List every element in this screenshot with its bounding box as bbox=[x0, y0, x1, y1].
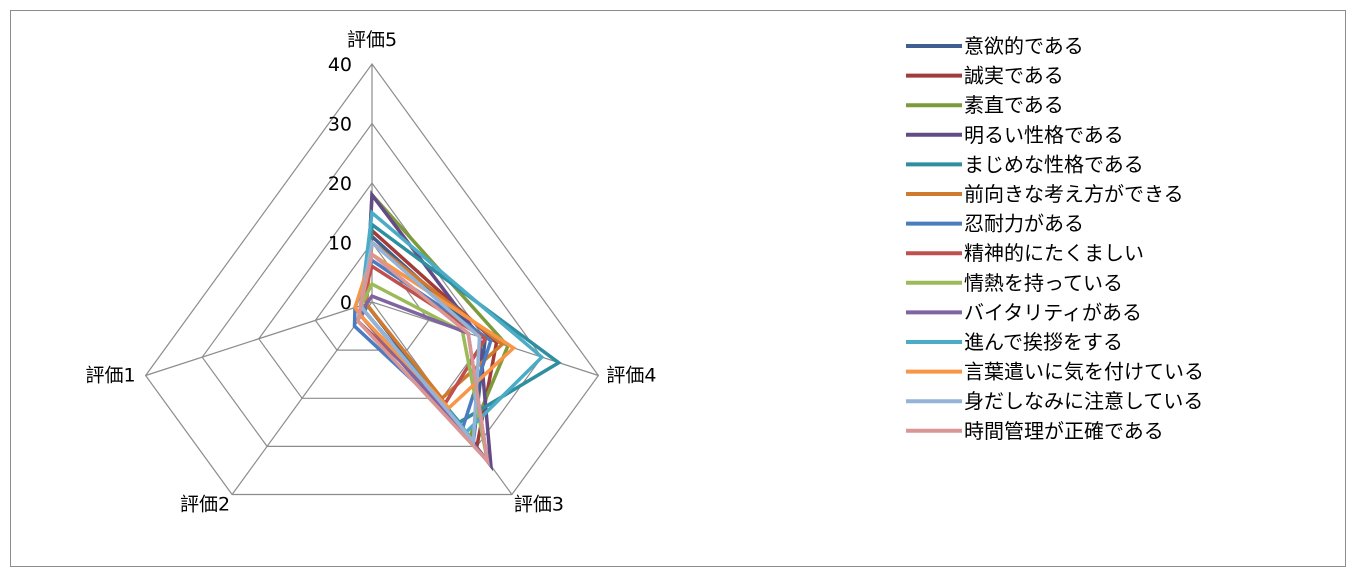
legend-label: 素直である bbox=[964, 93, 1064, 117]
legend: 意欲的である誠実である素直である明るい性格であるまじめな性格である前向きな考え方… bbox=[906, 34, 1204, 443]
legend-item-13: 身だしなみに注意している bbox=[906, 389, 1203, 413]
tick-label-10: 10 bbox=[328, 233, 352, 255]
grid-ring-20 bbox=[258, 181, 486, 399]
legend-label: 情熱を持っている bbox=[964, 271, 1123, 295]
legend-label: 意欲的である bbox=[964, 34, 1084, 58]
legend-label: 進んで挨拶をする bbox=[964, 330, 1123, 354]
tick-label-0: 0 bbox=[340, 292, 352, 314]
legend-label: 身だしなみに注意している bbox=[964, 389, 1203, 413]
legend-item-6: 前向きな考え方ができる bbox=[906, 182, 1184, 206]
legend-item-4: 明るい性格である bbox=[906, 123, 1124, 147]
grid-ring-40 bbox=[144, 62, 600, 496]
chart-frame bbox=[10, 10, 1346, 567]
legend-item-7: 忍耐力がある bbox=[906, 212, 1084, 236]
series-line-14 bbox=[356, 251, 490, 467]
legend-label: 誠実である bbox=[964, 64, 1064, 88]
legend-label: まじめな性格である bbox=[964, 152, 1144, 176]
axis-label-4: 評価4 bbox=[606, 365, 656, 387]
legend-label: 明るい性格である bbox=[964, 123, 1124, 147]
legend-label: バイタリティがある bbox=[964, 300, 1142, 324]
legend-item-14: 時間管理が正確である bbox=[906, 419, 1164, 443]
grid-ring-30 bbox=[201, 122, 543, 447]
legend-item-12: 言葉遣いに気を付けている bbox=[906, 360, 1204, 384]
tick-label-30: 30 bbox=[328, 114, 352, 136]
axis-label-1: 評価1 bbox=[86, 365, 136, 387]
grid-ring-10 bbox=[314, 241, 430, 351]
legend-label: 言葉遣いに気を付けている bbox=[964, 360, 1204, 384]
radial-ticks: 0 10 20 30 40 bbox=[328, 54, 352, 314]
tick-label-40: 40 bbox=[328, 54, 352, 76]
legend-item-1: 意欲的である bbox=[906, 34, 1084, 58]
axis-label-3: 評価3 bbox=[514, 494, 564, 516]
legend-item-10: バイタリティがある bbox=[906, 300, 1142, 324]
axis-spoke-1 bbox=[145, 301, 373, 377]
legend-item-8: 精神的にたくましい bbox=[906, 241, 1144, 265]
legend-item-2: 誠実である bbox=[906, 64, 1064, 88]
legend-item-3: 素直である bbox=[906, 93, 1064, 117]
axis-labels: 評価1 評価2 評価3 評価4 評価5 bbox=[86, 29, 657, 516]
tick-label-20: 20 bbox=[328, 173, 352, 195]
legend-label: 時間管理が正確である bbox=[964, 419, 1164, 443]
radar-grid bbox=[144, 62, 600, 496]
legend-label: 忍耐力がある bbox=[964, 212, 1084, 236]
legend-label: 精神的にたくましい bbox=[964, 241, 1144, 265]
axis-label-2: 評価2 bbox=[180, 494, 230, 516]
legend-label: 前向きな考え方ができる bbox=[964, 182, 1184, 206]
legend-item-5: まじめな性格である bbox=[906, 152, 1144, 176]
legend-item-11: 進んで挨拶をする bbox=[906, 330, 1123, 354]
legend-item-9: 情熱を持っている bbox=[906, 271, 1123, 295]
series-lines bbox=[352, 190, 562, 472]
axis-spoke-2 bbox=[231, 301, 373, 495]
axis-label-5: 評価5 bbox=[347, 29, 397, 51]
